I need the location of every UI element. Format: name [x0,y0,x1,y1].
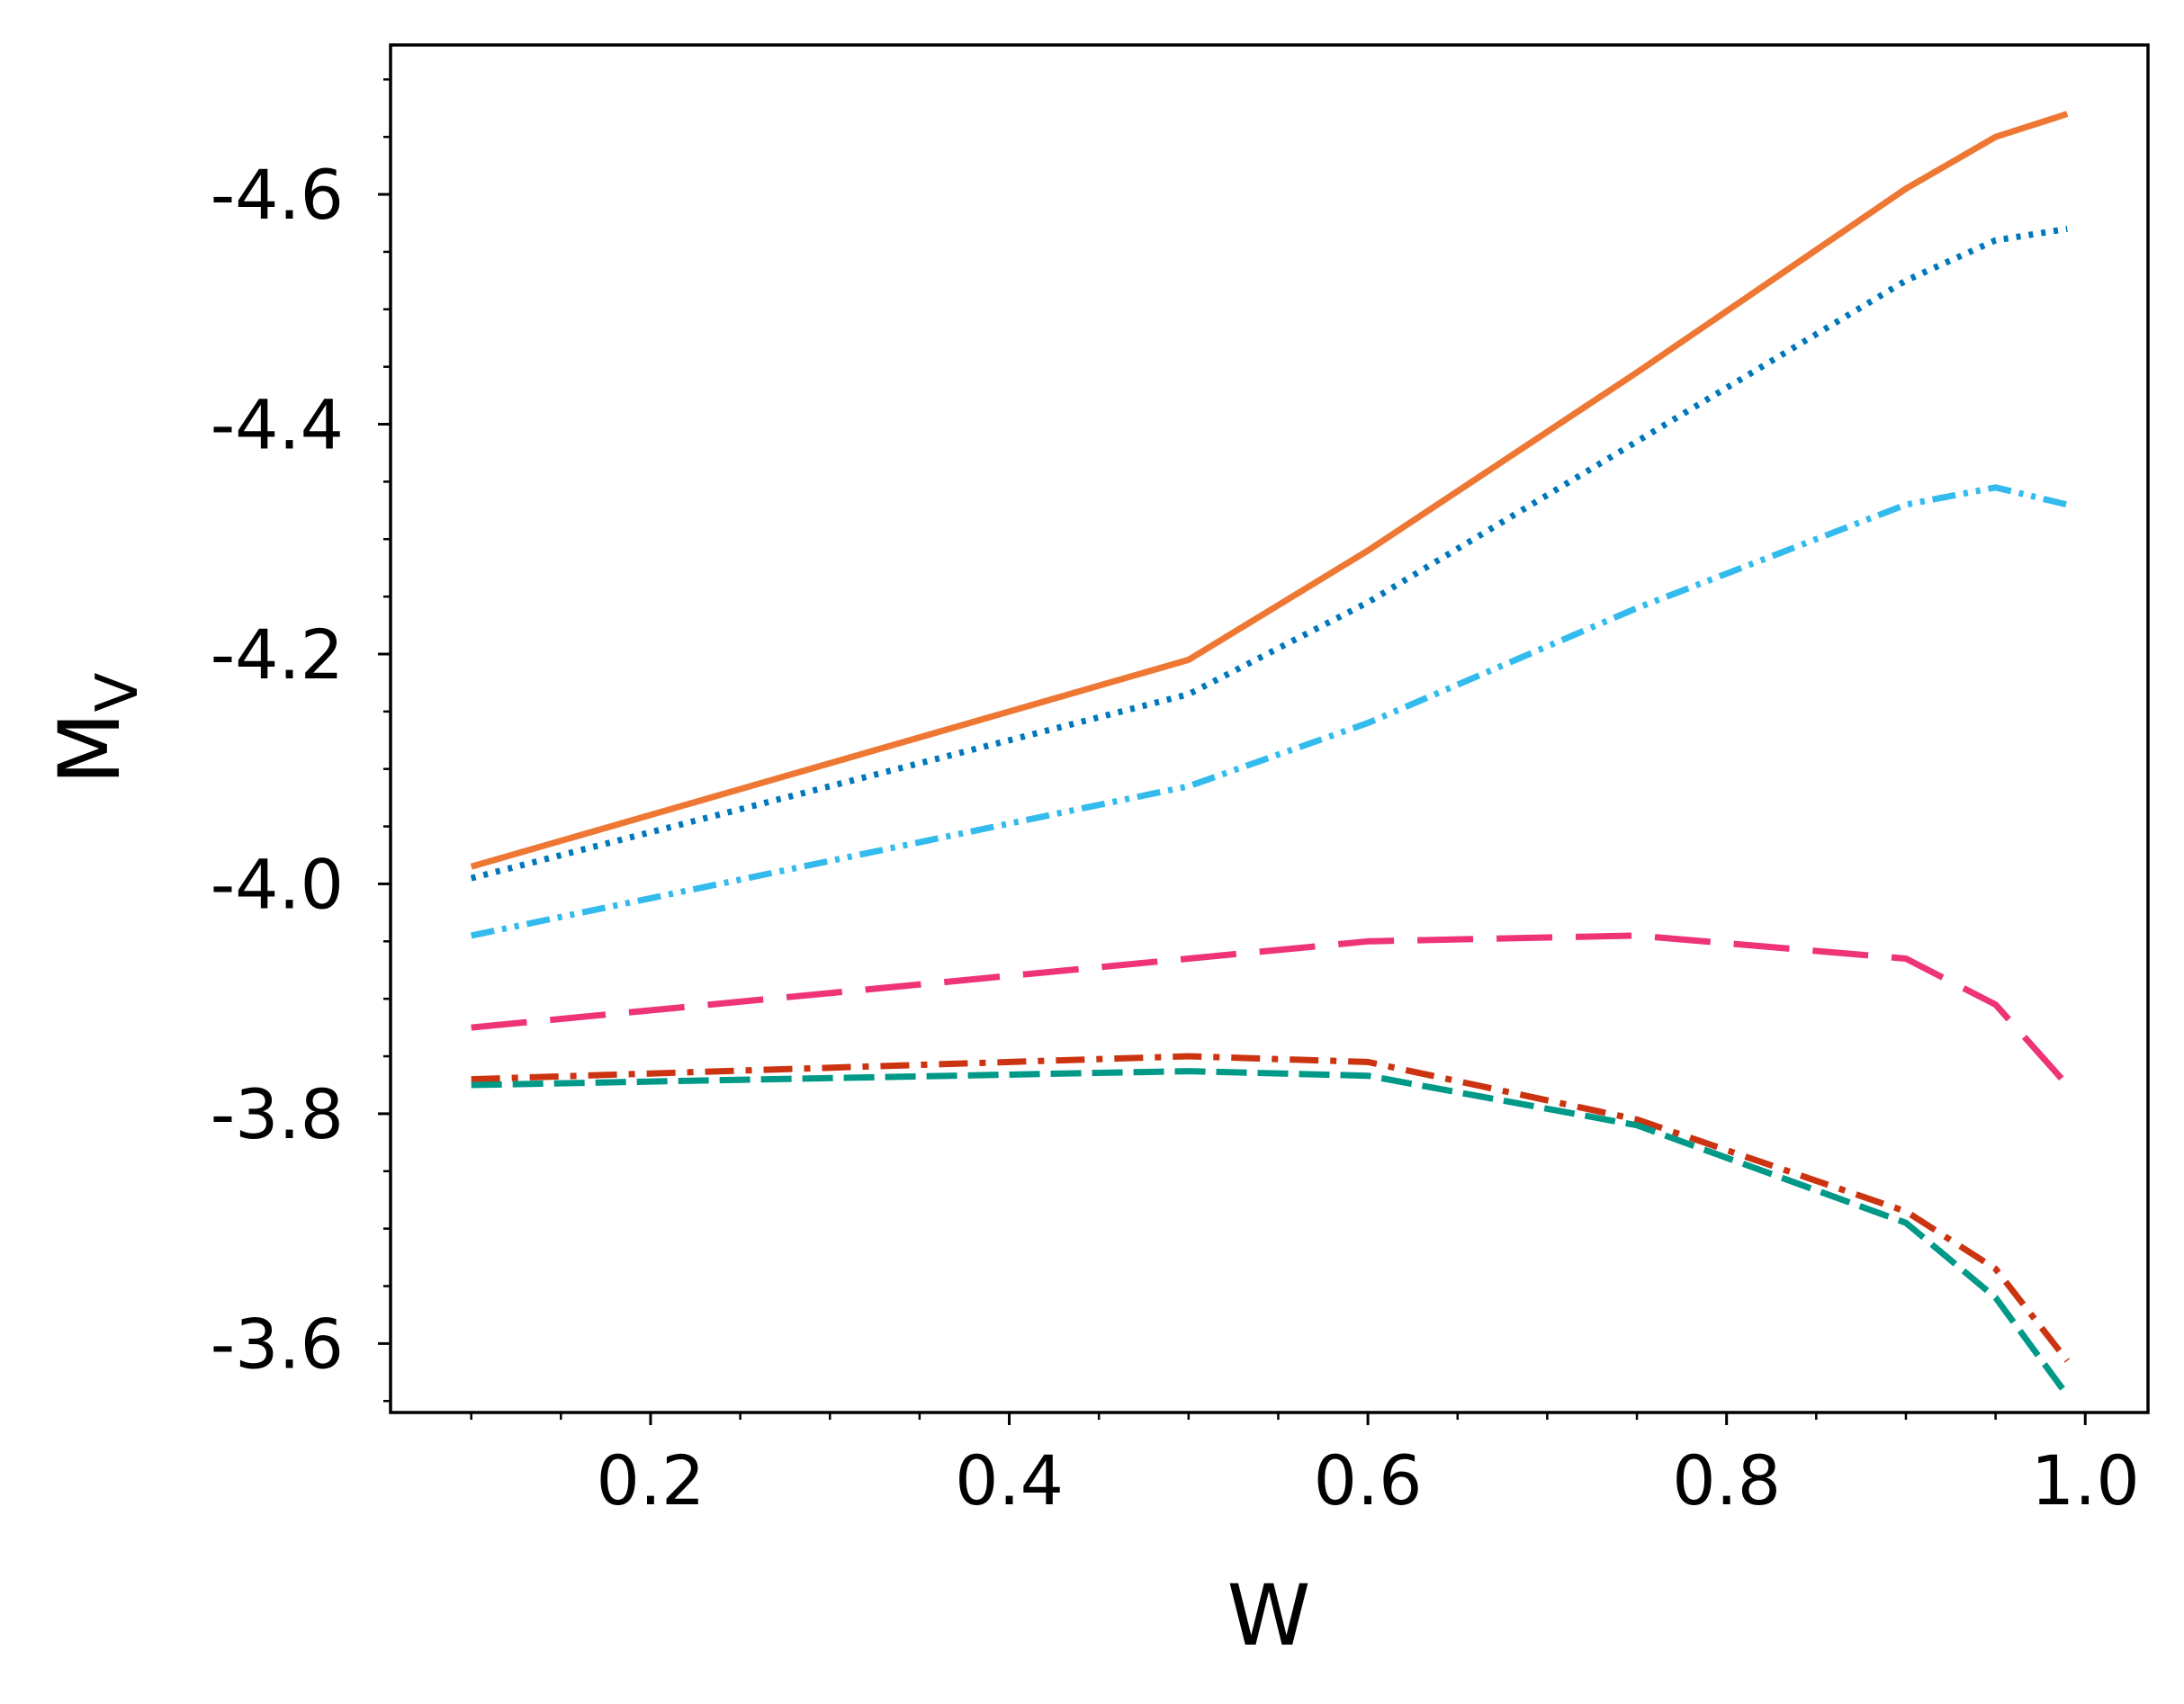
x-tick-label: 0.8 [1672,1440,1781,1520]
ticks-layer: 0.2 0.4 0.6 0.8 1.0 -3.6 -3.8 -4.0 -4.2 -4.4 -4.6 [211,78,2140,1520]
series-layer [470,111,2071,1397]
x-tick-label: 1.0 [2031,1440,2140,1520]
y-tick-label: -4.6 [211,155,344,235]
y-tick-label: -4.0 [211,844,344,924]
plot-frame [389,43,2150,1414]
y-axis-label-sub: V [85,672,151,712]
x-tick-label: 0.4 [955,1440,1064,1520]
y-tick-label: -4.2 [211,614,344,695]
x-tick-label: 0.2 [597,1440,706,1520]
x-tick-label: 0.6 [1314,1440,1423,1520]
series-line-1 [470,111,2069,870]
series-line-4 [471,932,2070,1088]
series-line-6 [471,1068,2071,1397]
y-tick-label: -3.6 [211,1304,344,1384]
y-tick-label: -3.8 [211,1074,344,1154]
y-axis-label: MV [41,672,151,785]
series-line-5 [471,1053,2071,1363]
series-line-3 [470,484,2069,939]
y-tick-label: -4.4 [211,385,344,465]
y-axis-label-main: M [41,712,139,785]
series-line-2 [470,225,2068,882]
x-axis-label: W [1227,1567,1311,1665]
